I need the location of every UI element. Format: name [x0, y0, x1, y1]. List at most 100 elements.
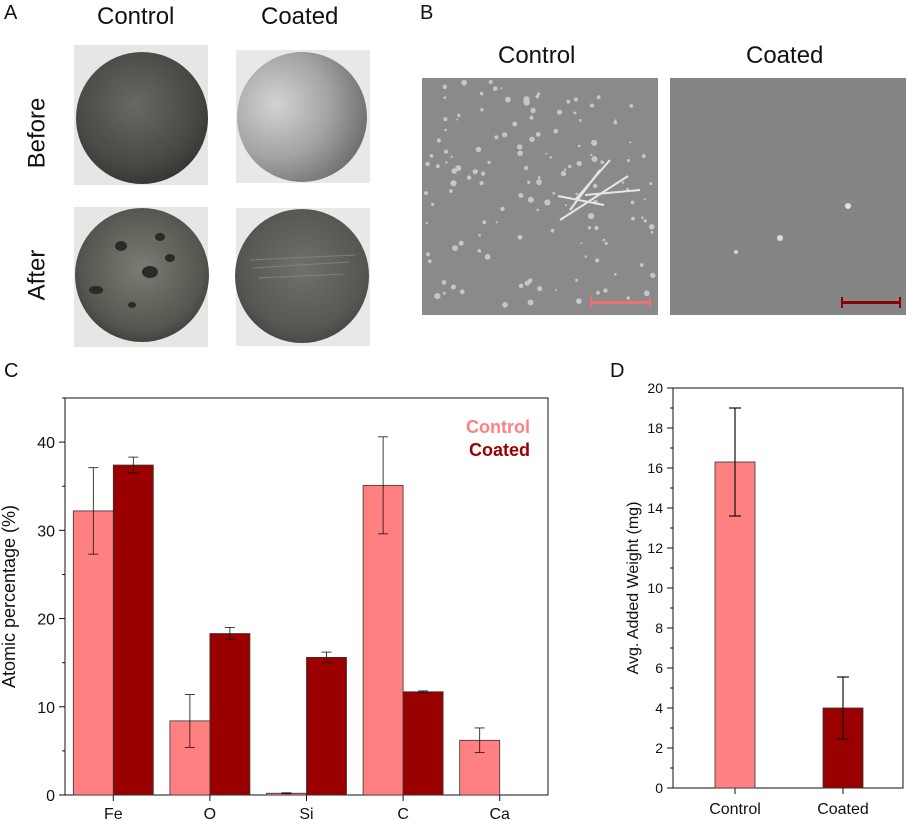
- sem-particle: [629, 104, 634, 108]
- scalebar-control-right-cap: [649, 297, 651, 308]
- sem-particle: [621, 181, 625, 184]
- sem-particle: [524, 165, 529, 171]
- sem-particle: [512, 121, 518, 127]
- sem-particle: [524, 280, 530, 286]
- sem-control-particles: [424, 79, 656, 308]
- bar-coated: [112, 464, 154, 796]
- sem-particle: [577, 144, 581, 148]
- sem-particle: [466, 175, 472, 180]
- sem-particle: [457, 113, 461, 118]
- y-tick-label: 14: [647, 500, 663, 516]
- sem-particle: [441, 280, 447, 285]
- sem-particle: [495, 221, 498, 224]
- sem-particle: [442, 291, 446, 295]
- sem-particle: [455, 165, 462, 172]
- sem-particle: [488, 80, 493, 84]
- panel-a-col-control: Control: [97, 3, 175, 30]
- sem-particle: [566, 99, 571, 104]
- sem-particle: [544, 199, 551, 206]
- sem-particle: [500, 206, 505, 212]
- sem-particle: [604, 241, 608, 245]
- y-tick-label: 30: [37, 523, 55, 540]
- bar-control: [72, 510, 114, 796]
- y-tick-label: 2: [655, 740, 663, 756]
- sem-particle: [613, 120, 618, 125]
- corrosion-spots: [89, 233, 175, 308]
- sem-coated-speck: [734, 250, 738, 254]
- sem-particle: [549, 156, 552, 159]
- sem-particle: [614, 273, 617, 276]
- sem-particle: [481, 171, 486, 176]
- sem-particle: [596, 95, 601, 100]
- sem-particle: [575, 192, 578, 196]
- x-tick-label: O: [204, 806, 216, 821]
- sem-control-crystal: [557, 159, 641, 221]
- bar-coated: [209, 633, 251, 796]
- sem-particle: [641, 154, 646, 159]
- y-tick-label: 8: [655, 620, 663, 636]
- sem-particle: [630, 200, 635, 205]
- sem-particle: [591, 139, 598, 146]
- sem-particle: [626, 187, 630, 191]
- sem-particle: [545, 152, 548, 155]
- sem-particle: [626, 296, 630, 300]
- scalebar-coated-left-cap: [841, 297, 843, 308]
- y-tick-label: 40: [37, 435, 55, 452]
- sem-particle: [575, 278, 579, 282]
- sem-particle: [535, 132, 541, 137]
- x-tick-label: Ca: [489, 806, 510, 821]
- sem-particle: [563, 168, 567, 171]
- sem-particle: [565, 204, 568, 207]
- sem-particle: [480, 108, 484, 112]
- sem-particle: [555, 289, 557, 292]
- x-tick-label: Si: [299, 806, 313, 821]
- sem-particle: [588, 213, 595, 220]
- panel-b-col-coated: Coated: [746, 42, 824, 69]
- sem-particle: [487, 160, 491, 165]
- sem-particle: [550, 228, 555, 233]
- legend-coated: Coated: [469, 440, 530, 460]
- sem-particle: [602, 238, 606, 242]
- sem-particle: [494, 135, 499, 140]
- panel-b-letter: B: [420, 2, 434, 24]
- sem-particle: [434, 293, 441, 300]
- sem-particle: [603, 288, 608, 293]
- y-tick-label: 10: [647, 580, 663, 596]
- y-axis-label: Atomic percentage (%): [0, 505, 19, 688]
- sem-particle: [556, 109, 563, 115]
- sem-particle: [436, 138, 441, 143]
- y-tick-label: 20: [647, 380, 663, 396]
- sem-particle: [425, 161, 430, 167]
- disc-control-before: [76, 52, 208, 184]
- sem-particle: [475, 169, 478, 172]
- sem-particle: [650, 272, 656, 279]
- sem-particle: [456, 118, 459, 121]
- sem-particle: [578, 119, 582, 122]
- sem-particle: [500, 87, 503, 90]
- sem-particle: [429, 154, 434, 158]
- panel-b-col-control: Control: [498, 42, 576, 69]
- sem-particle: [431, 202, 435, 206]
- y-tick-label: 6: [655, 660, 663, 676]
- sem-particle: [517, 150, 523, 156]
- sem-particle: [537, 286, 543, 292]
- sem-particle: [444, 149, 449, 154]
- sem-particle: [461, 79, 467, 86]
- sem-particle: [443, 117, 448, 122]
- y-tick-label: 4: [655, 700, 663, 716]
- y-axis-label: Avg. Added Weight (mg): [625, 502, 642, 675]
- x-tick-label: Control: [709, 801, 761, 818]
- x-tick-label: Fe: [104, 806, 123, 821]
- sem-particle: [595, 258, 600, 263]
- sem-particle: [627, 159, 630, 162]
- sem-particle: [576, 160, 582, 167]
- sem-particle: [527, 180, 531, 184]
- panel-a-letter: A: [4, 2, 18, 24]
- sem-particle: [444, 128, 447, 132]
- sem-particle: [629, 141, 632, 144]
- scalebar-control: [590, 301, 651, 304]
- sem-particle: [552, 191, 556, 195]
- disc-coated-before: [237, 52, 367, 182]
- sem-particle: [517, 234, 523, 240]
